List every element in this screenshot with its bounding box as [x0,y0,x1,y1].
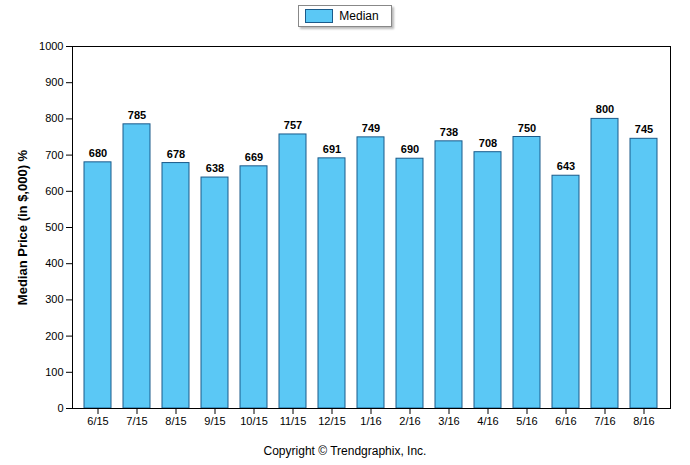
svg-text:500: 500 [45,221,63,233]
svg-text:708: 708 [479,137,497,149]
svg-text:7/16: 7/16 [594,415,615,427]
svg-text:8/15: 8/15 [165,415,186,427]
svg-text:600: 600 [45,185,63,197]
svg-text:9/15: 9/15 [204,415,225,427]
svg-text:7/15: 7/15 [126,415,147,427]
svg-text:900: 900 [45,76,63,88]
svg-text:638: 638 [206,162,224,174]
svg-text:750: 750 [518,122,536,134]
svg-text:643: 643 [557,160,575,172]
svg-text:757: 757 [284,119,302,131]
svg-text:680: 680 [89,147,107,159]
svg-text:678: 678 [167,148,185,160]
svg-text:1/16: 1/16 [360,415,381,427]
svg-text:785: 785 [128,109,146,121]
svg-text:6/15: 6/15 [87,415,108,427]
svg-text:745: 745 [635,123,653,135]
svg-text:669: 669 [245,151,263,163]
svg-text:738: 738 [440,126,458,138]
svg-text:0: 0 [57,402,63,414]
svg-text:2/16: 2/16 [399,415,420,427]
svg-text:400: 400 [45,257,63,269]
svg-text:5/16: 5/16 [516,415,537,427]
svg-text:691: 691 [323,143,341,155]
svg-text:800: 800 [45,112,63,124]
html-text:Copyright © Trendgraphix, Inc.: Copyright © Trendgraphix, Inc. [263,444,427,458]
svg-text:11/15: 11/15 [280,415,307,427]
svg-text:4/16: 4/16 [477,415,498,427]
svg-text:700: 700 [45,149,63,161]
svg-text:8/16: 8/16 [633,415,654,427]
svg-text:10/15: 10/15 [240,415,268,427]
svg-text:12/15: 12/15 [318,415,346,427]
svg-text:1000: 1000 [39,40,63,52]
html-text:Median: Median [339,9,379,23]
svg-text:3/16: 3/16 [438,415,459,427]
svg-text:6/16: 6/16 [555,415,576,427]
svg-text:800: 800 [596,103,614,115]
svg-text:749: 749 [362,122,380,134]
svg-text:100: 100 [45,366,63,378]
svg-text:300: 300 [45,293,63,305]
svg-text:690: 690 [401,143,419,155]
svg-text:Median Price (in $,000) %: Median Price (in $,000) % [15,149,30,305]
svg-text:200: 200 [45,330,63,342]
